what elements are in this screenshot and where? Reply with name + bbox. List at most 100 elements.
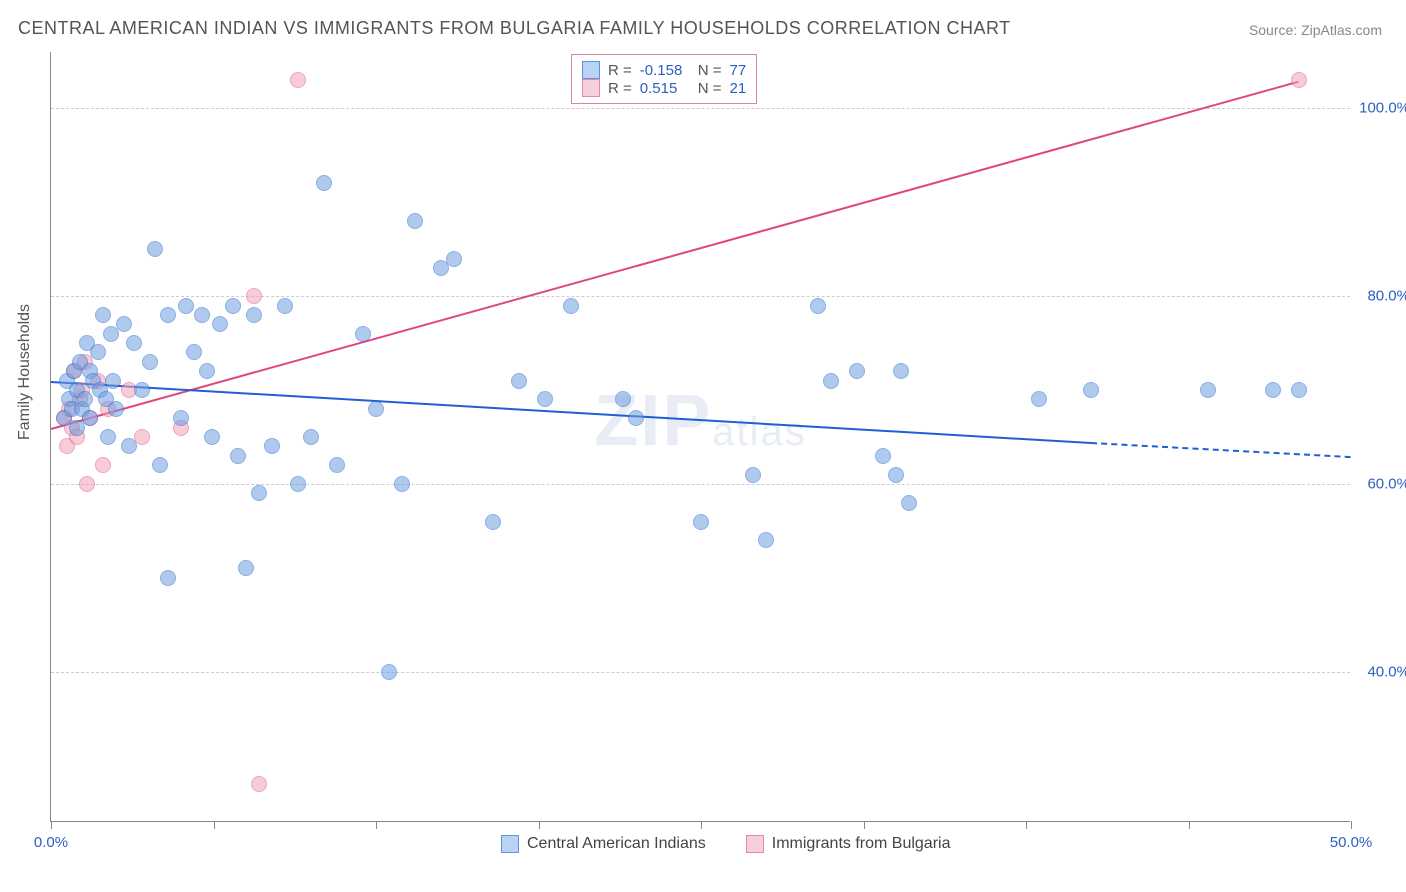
data-point — [355, 326, 371, 342]
x-tick — [1189, 821, 1190, 829]
r-label: R = — [608, 62, 632, 79]
chart-title: CENTRAL AMERICAN INDIAN VS IMMIGRANTS FR… — [18, 18, 1011, 39]
data-point — [758, 532, 774, 548]
data-point — [1083, 382, 1099, 398]
n-value: 21 — [730, 80, 747, 97]
data-point — [230, 448, 246, 464]
data-point — [1265, 382, 1281, 398]
legend-swatch-blue — [501, 835, 519, 853]
x-tick — [1026, 821, 1027, 829]
data-point — [810, 298, 826, 314]
data-point — [108, 401, 124, 417]
data-point — [246, 307, 262, 323]
data-point — [79, 476, 95, 492]
data-point — [628, 410, 644, 426]
legend-swatch-blue — [582, 61, 600, 79]
data-point — [246, 288, 262, 304]
data-point — [823, 373, 839, 389]
y-axis-title: Family Households — [16, 304, 34, 440]
data-point — [277, 298, 293, 314]
source-label: Source: ZipAtlas.com — [1249, 22, 1382, 38]
data-point — [95, 307, 111, 323]
y-tick-label: 100.0% — [1359, 100, 1406, 117]
y-tick-label: 80.0% — [1367, 288, 1406, 305]
data-point — [264, 438, 280, 454]
data-point — [511, 373, 527, 389]
x-tick-label: 50.0% — [1330, 834, 1373, 851]
data-point — [901, 495, 917, 511]
data-point — [134, 382, 150, 398]
data-point — [100, 429, 116, 445]
data-point — [849, 363, 865, 379]
legend-item: Immigrants from Bulgaria — [746, 835, 951, 853]
data-point — [316, 175, 332, 191]
x-tick — [701, 821, 702, 829]
data-point — [194, 307, 210, 323]
data-point — [1291, 382, 1307, 398]
data-point — [178, 298, 194, 314]
data-point — [173, 410, 189, 426]
x-tick-label: 0.0% — [34, 834, 68, 851]
data-point — [116, 316, 132, 332]
data-point — [563, 298, 579, 314]
y-tick-label: 60.0% — [1367, 475, 1406, 492]
data-point — [204, 429, 220, 445]
chart-plot-area: ZIPatlas R = -0.158 N = 77 R = 0.515 N =… — [50, 52, 1350, 822]
n-label: N = — [698, 80, 722, 97]
legend-swatch-pink — [582, 79, 600, 97]
data-point — [90, 344, 106, 360]
gridline — [51, 484, 1350, 485]
data-point — [152, 457, 168, 473]
data-point — [147, 241, 163, 257]
x-tick — [539, 821, 540, 829]
data-point — [745, 467, 761, 483]
x-tick — [864, 821, 865, 829]
data-point — [394, 476, 410, 492]
x-tick — [214, 821, 215, 829]
x-tick — [1351, 821, 1352, 829]
data-point — [368, 401, 384, 417]
data-point — [121, 438, 137, 454]
data-point — [1200, 382, 1216, 398]
data-point — [407, 213, 423, 229]
legend-label: Central American Indians — [527, 835, 706, 853]
data-point — [95, 457, 111, 473]
r-value: -0.158 — [640, 62, 690, 79]
n-label: N = — [698, 62, 722, 79]
data-point — [238, 560, 254, 576]
data-point — [126, 335, 142, 351]
data-point — [251, 776, 267, 792]
data-point — [303, 429, 319, 445]
legend-swatch-pink — [746, 835, 764, 853]
legend-label: Immigrants from Bulgaria — [772, 835, 951, 853]
data-point — [142, 354, 158, 370]
data-point — [290, 72, 306, 88]
data-point — [537, 391, 553, 407]
data-point — [251, 485, 267, 501]
data-point — [290, 476, 306, 492]
correlation-legend: R = -0.158 N = 77 R = 0.515 N = 21 — [571, 54, 757, 104]
trend-line — [51, 80, 1300, 429]
data-point — [693, 514, 709, 530]
trend-line — [1091, 442, 1351, 458]
data-point — [485, 514, 501, 530]
data-point — [329, 457, 345, 473]
gridline — [51, 108, 1350, 109]
data-point — [1031, 391, 1047, 407]
x-tick — [376, 821, 377, 829]
data-point — [1291, 72, 1307, 88]
data-point — [381, 664, 397, 680]
data-point — [105, 373, 121, 389]
data-point — [77, 391, 93, 407]
gridline — [51, 672, 1350, 673]
r-value: 0.515 — [640, 80, 690, 97]
data-point — [888, 467, 904, 483]
legend-row: R = 0.515 N = 21 — [582, 79, 746, 97]
r-label: R = — [608, 80, 632, 97]
data-point — [82, 410, 98, 426]
series-legend: Central American Indians Immigrants from… — [501, 835, 950, 853]
data-point — [875, 448, 891, 464]
data-point — [615, 391, 631, 407]
data-point — [212, 316, 228, 332]
data-point — [893, 363, 909, 379]
